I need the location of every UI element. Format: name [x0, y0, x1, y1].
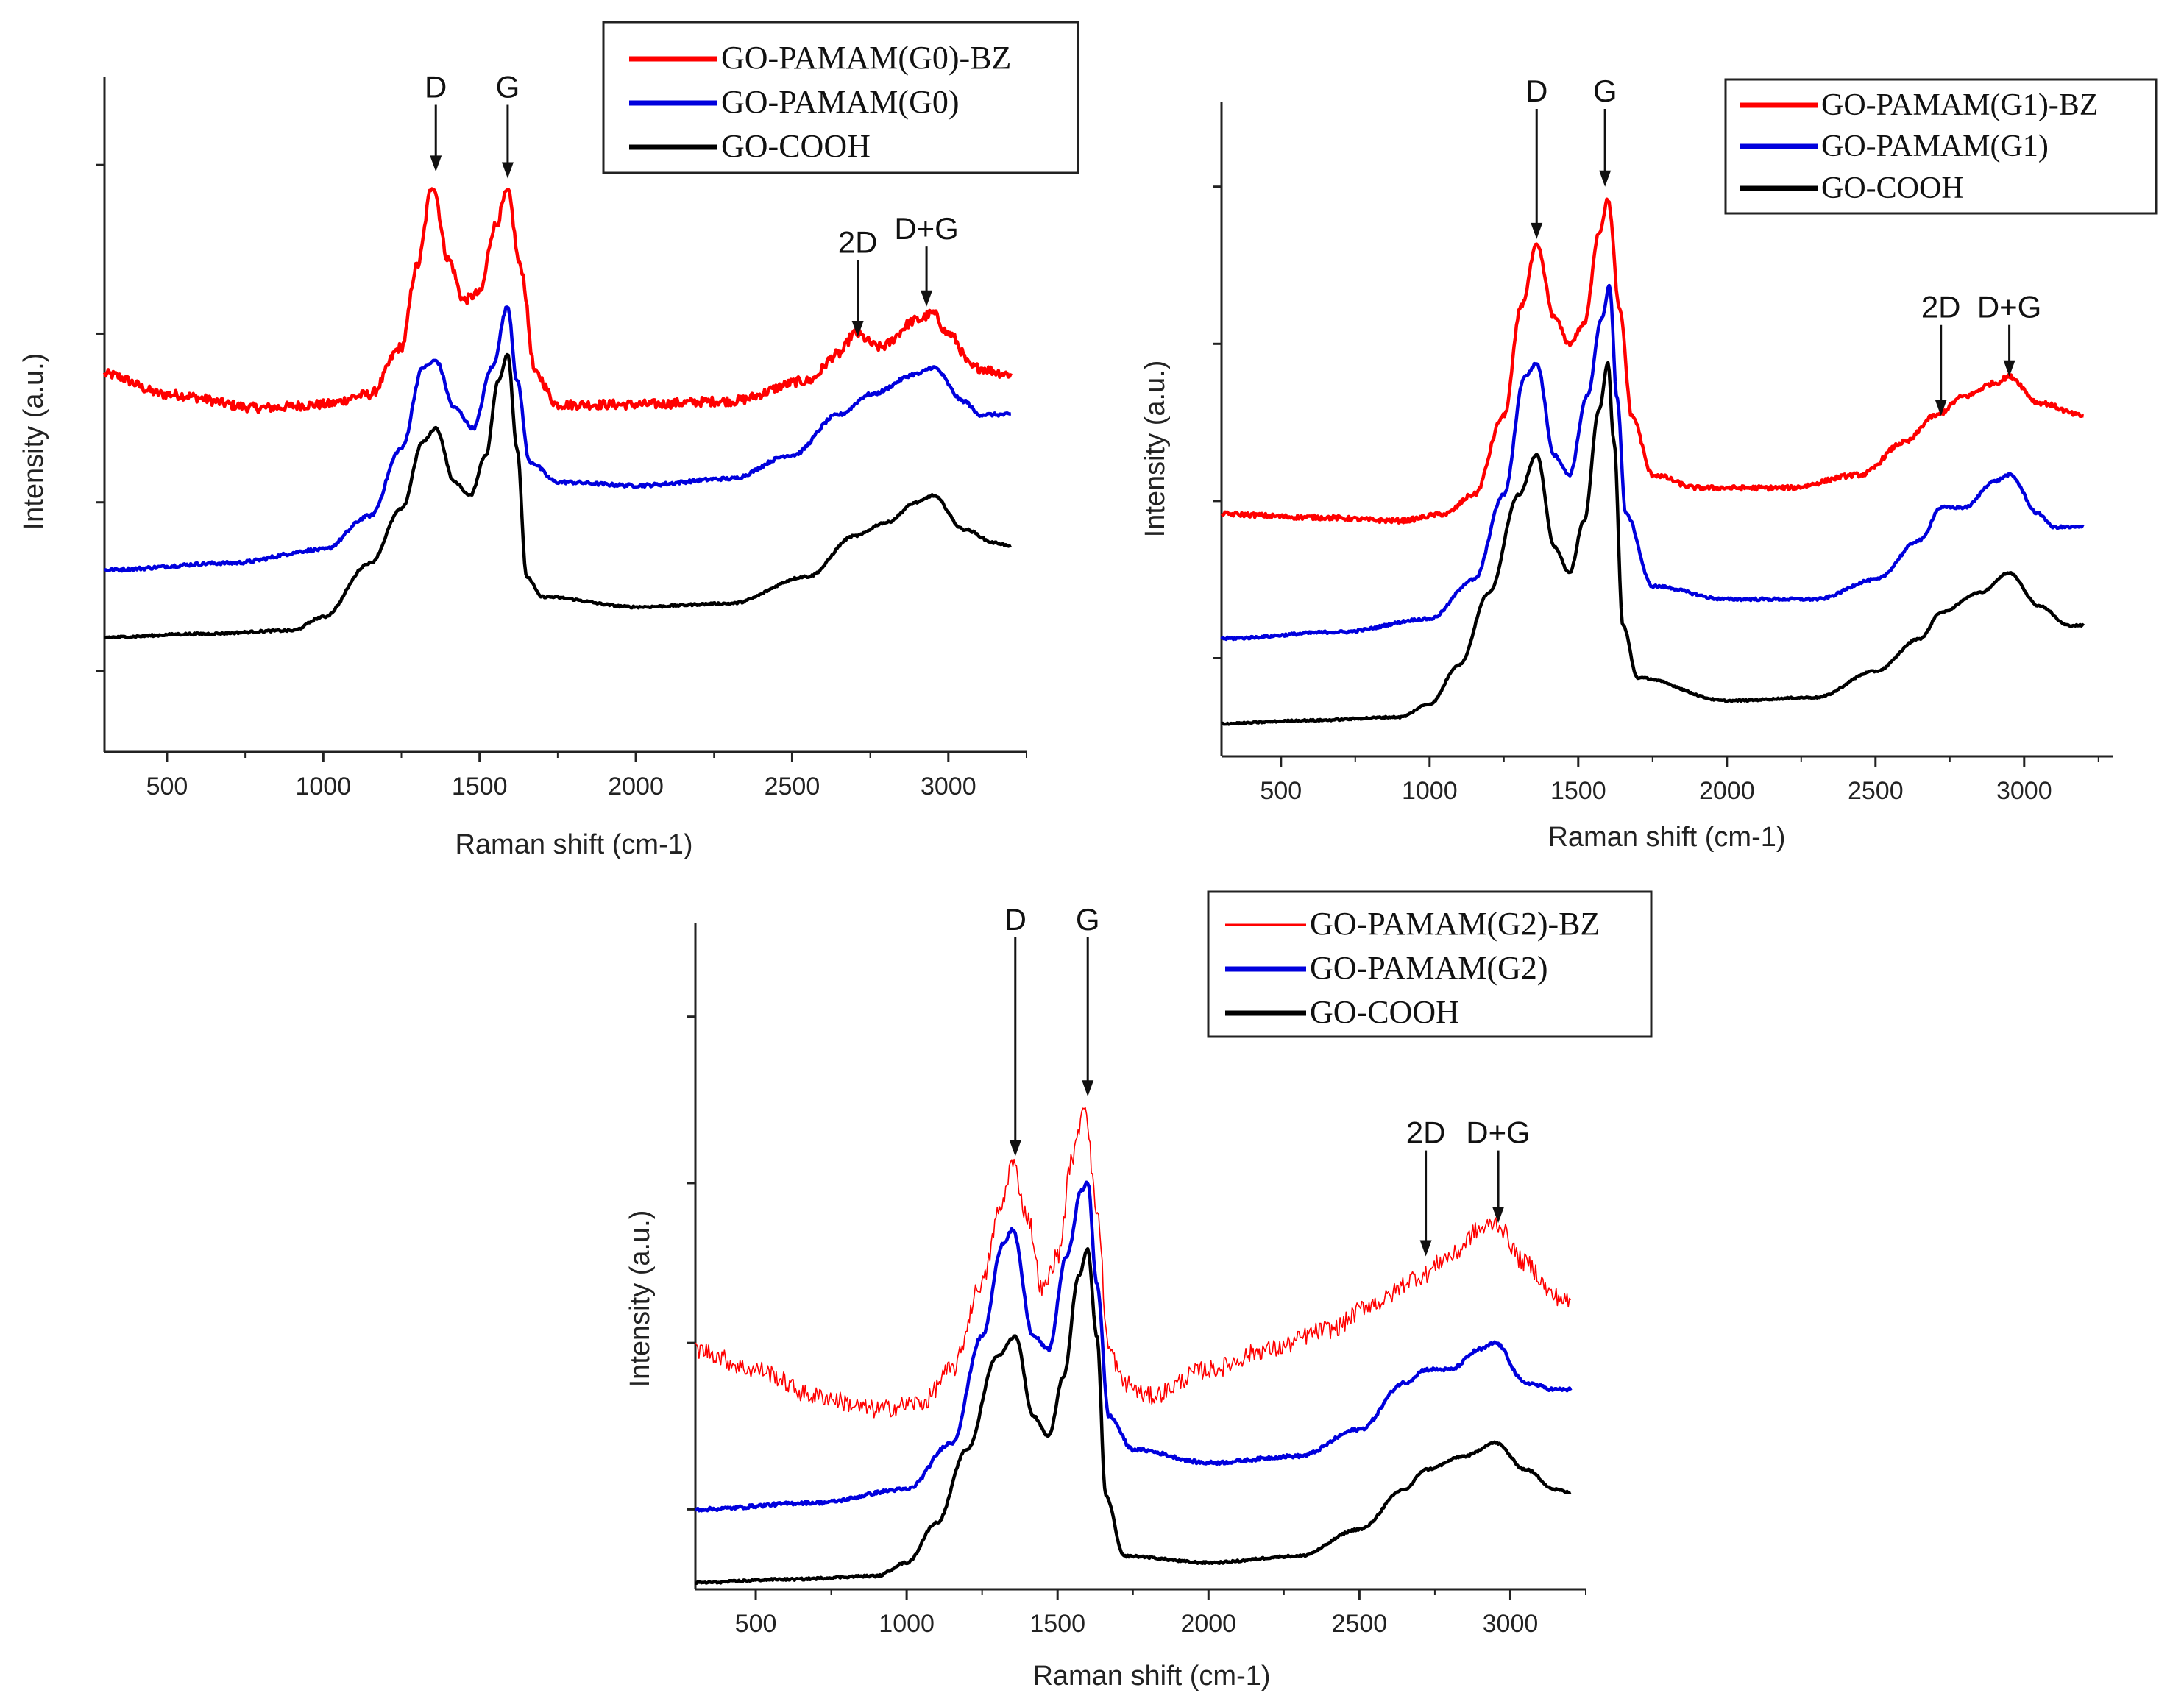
x-tick-label: 1500: [1029, 1610, 1085, 1638]
peak-label: G: [1593, 74, 1617, 108]
chart-2-ticks: [1213, 185, 2099, 767]
chart-1-y-axis-label: Intensity (a.u.): [18, 353, 49, 530]
peak-label: 2D: [1921, 290, 1961, 324]
chart-1-legend: GO-PAMAM(G0)-BZ GO-PAMAM(G0) GO-COOH: [602, 21, 1079, 174]
chart-3-axes: [694, 923, 1586, 1591]
peak-arrow-head: [1082, 1080, 1094, 1097]
x-tick-label: 2500: [1332, 1610, 1388, 1638]
series-line-2: [1220, 283, 2085, 642]
series-line-3: [695, 1246, 1572, 1586]
peak-arrow-head: [921, 290, 933, 307]
chart-2-axes: [1220, 102, 2113, 758]
x-tick-label: 2500: [765, 773, 820, 801]
chart-3-legend: GO-PAMAM(G2)-BZ GO-PAMAM(G2) GO-COOH: [1207, 890, 1653, 1038]
x-tick-label: 1000: [296, 773, 352, 801]
peak-arrow-head: [1492, 1207, 1505, 1224]
chart-3-x-axis-label: Raman shift (cm-1): [1032, 1661, 1270, 1692]
chart-3: 500 1000 1500 2000 2500 3000 D G 2D D+G Raman sh…: [625, 890, 1653, 1692]
chart-3-series: [695, 1107, 1573, 1586]
chart-1: 500 1000 1500 2000 2500 3000 D G 2D D+G Raman sh…: [18, 21, 1079, 860]
x-tick-label: 500: [146, 773, 188, 801]
peak-arrow-head: [1531, 222, 1543, 239]
chart-1-ticks: [96, 163, 1027, 762]
x-tick-label: 3000: [1483, 1610, 1539, 1638]
series-line-3: [104, 352, 1012, 640]
chart-3-legend-label-2: GO-PAMAM(G2): [1310, 950, 1548, 986]
peak-arrow-head: [1599, 170, 1612, 187]
x-tick-label: 2000: [1699, 777, 1755, 805]
chart-1-axes: [103, 77, 1027, 753]
x-tick-label: 1000: [879, 1610, 935, 1638]
chart-3-legend-label-1: GO-PAMAM(G2)-BZ: [1310, 906, 1600, 942]
chart-1-legend-label-3: GO-COOH: [721, 128, 871, 164]
chart-2-legend-label-2: GO-PAMAM(G1): [1821, 129, 2049, 163]
chart-1-legend-label-2: GO-PAMAM(G0): [721, 84, 960, 120]
chart-1-tick-labels: 500 1000 1500 2000 2500 3000: [146, 773, 976, 801]
chart-2-y-axis-label: Intensity (a.u.): [1140, 361, 1171, 538]
chart-2-legend-label-1: GO-PAMAM(G1)-BZ: [1821, 88, 2098, 122]
series-line-1: [695, 1107, 1572, 1419]
peak-label: G: [1076, 902, 1100, 937]
chart-3-legend-label-3: GO-COOH: [1310, 994, 1459, 1030]
x-tick-label: 500: [1260, 777, 1302, 805]
x-tick-label: 2000: [1180, 1610, 1236, 1638]
x-tick-label: 2500: [1848, 777, 1904, 805]
chart-1-x-axis-label: Raman shift (cm-1): [455, 829, 692, 860]
peak-arrow-head: [851, 321, 864, 338]
series-line-3: [1221, 361, 2085, 726]
peak-label: 2D: [1406, 1115, 1446, 1150]
chart-2-series: [1220, 197, 2085, 726]
series-line-1: [1220, 197, 2085, 525]
x-tick-label: 1500: [452, 773, 508, 801]
chart-2-legend-label-3: GO-COOH: [1821, 171, 1964, 205]
x-tick-label: 2000: [608, 773, 664, 801]
peak-arrow-head: [430, 155, 442, 172]
peak-label: D: [1004, 902, 1027, 937]
chart-2-annotations: D G 2D D+G: [1525, 74, 2041, 416]
peak-arrow-head: [2003, 360, 2015, 377]
peak-label: 2D: [838, 224, 878, 259]
peak-arrow-head: [501, 162, 514, 179]
peak-arrow-head: [1419, 1240, 1432, 1257]
chart-2-legend: GO-PAMAM(G1)-BZ GO-PAMAM(G1) GO-COOH: [1724, 78, 2158, 215]
chart-2-x-axis-label: Raman shift (cm-1): [1547, 822, 1785, 853]
peak-label: D+G: [1977, 290, 2042, 324]
chart-3-ticks: [687, 1015, 1586, 1600]
x-tick-label: 3000: [921, 773, 976, 801]
peak-label: D+G: [1466, 1115, 1531, 1150]
peak-label: D: [425, 70, 447, 104]
chart-3-annotations: D G 2D D+G: [1004, 902, 1531, 1257]
peak-label: D+G: [894, 211, 959, 246]
series-line-2: [695, 1180, 1573, 1513]
chart-1-legend-label-1: GO-PAMAM(G0)-BZ: [721, 40, 1011, 76]
chart-2-tick-labels: 500 1000 1500 2000 2500 3000: [1260, 777, 2052, 805]
chart-2: 500 1000 1500 2000 2500 3000 D G 2D D+G Raman sh…: [1140, 74, 2158, 853]
peak-arrow-head: [1009, 1140, 1021, 1157]
chart-1-annotations: D G 2D D+G: [425, 70, 959, 338]
x-tick-label: 1500: [1550, 777, 1606, 805]
x-tick-label: 1000: [1402, 777, 1458, 805]
series-line-2: [104, 305, 1012, 573]
peak-label: D: [1525, 74, 1547, 108]
x-tick-label: 500: [735, 1610, 777, 1638]
chart-3-tick-labels: 500 1000 1500 2000 2500 3000: [735, 1610, 1539, 1638]
peak-label: G: [496, 70, 520, 104]
peak-arrow-head: [1935, 400, 1947, 416]
x-tick-label: 3000: [1996, 777, 2052, 805]
chart-3-y-axis-label: Intensity (a.u.): [625, 1210, 656, 1388]
